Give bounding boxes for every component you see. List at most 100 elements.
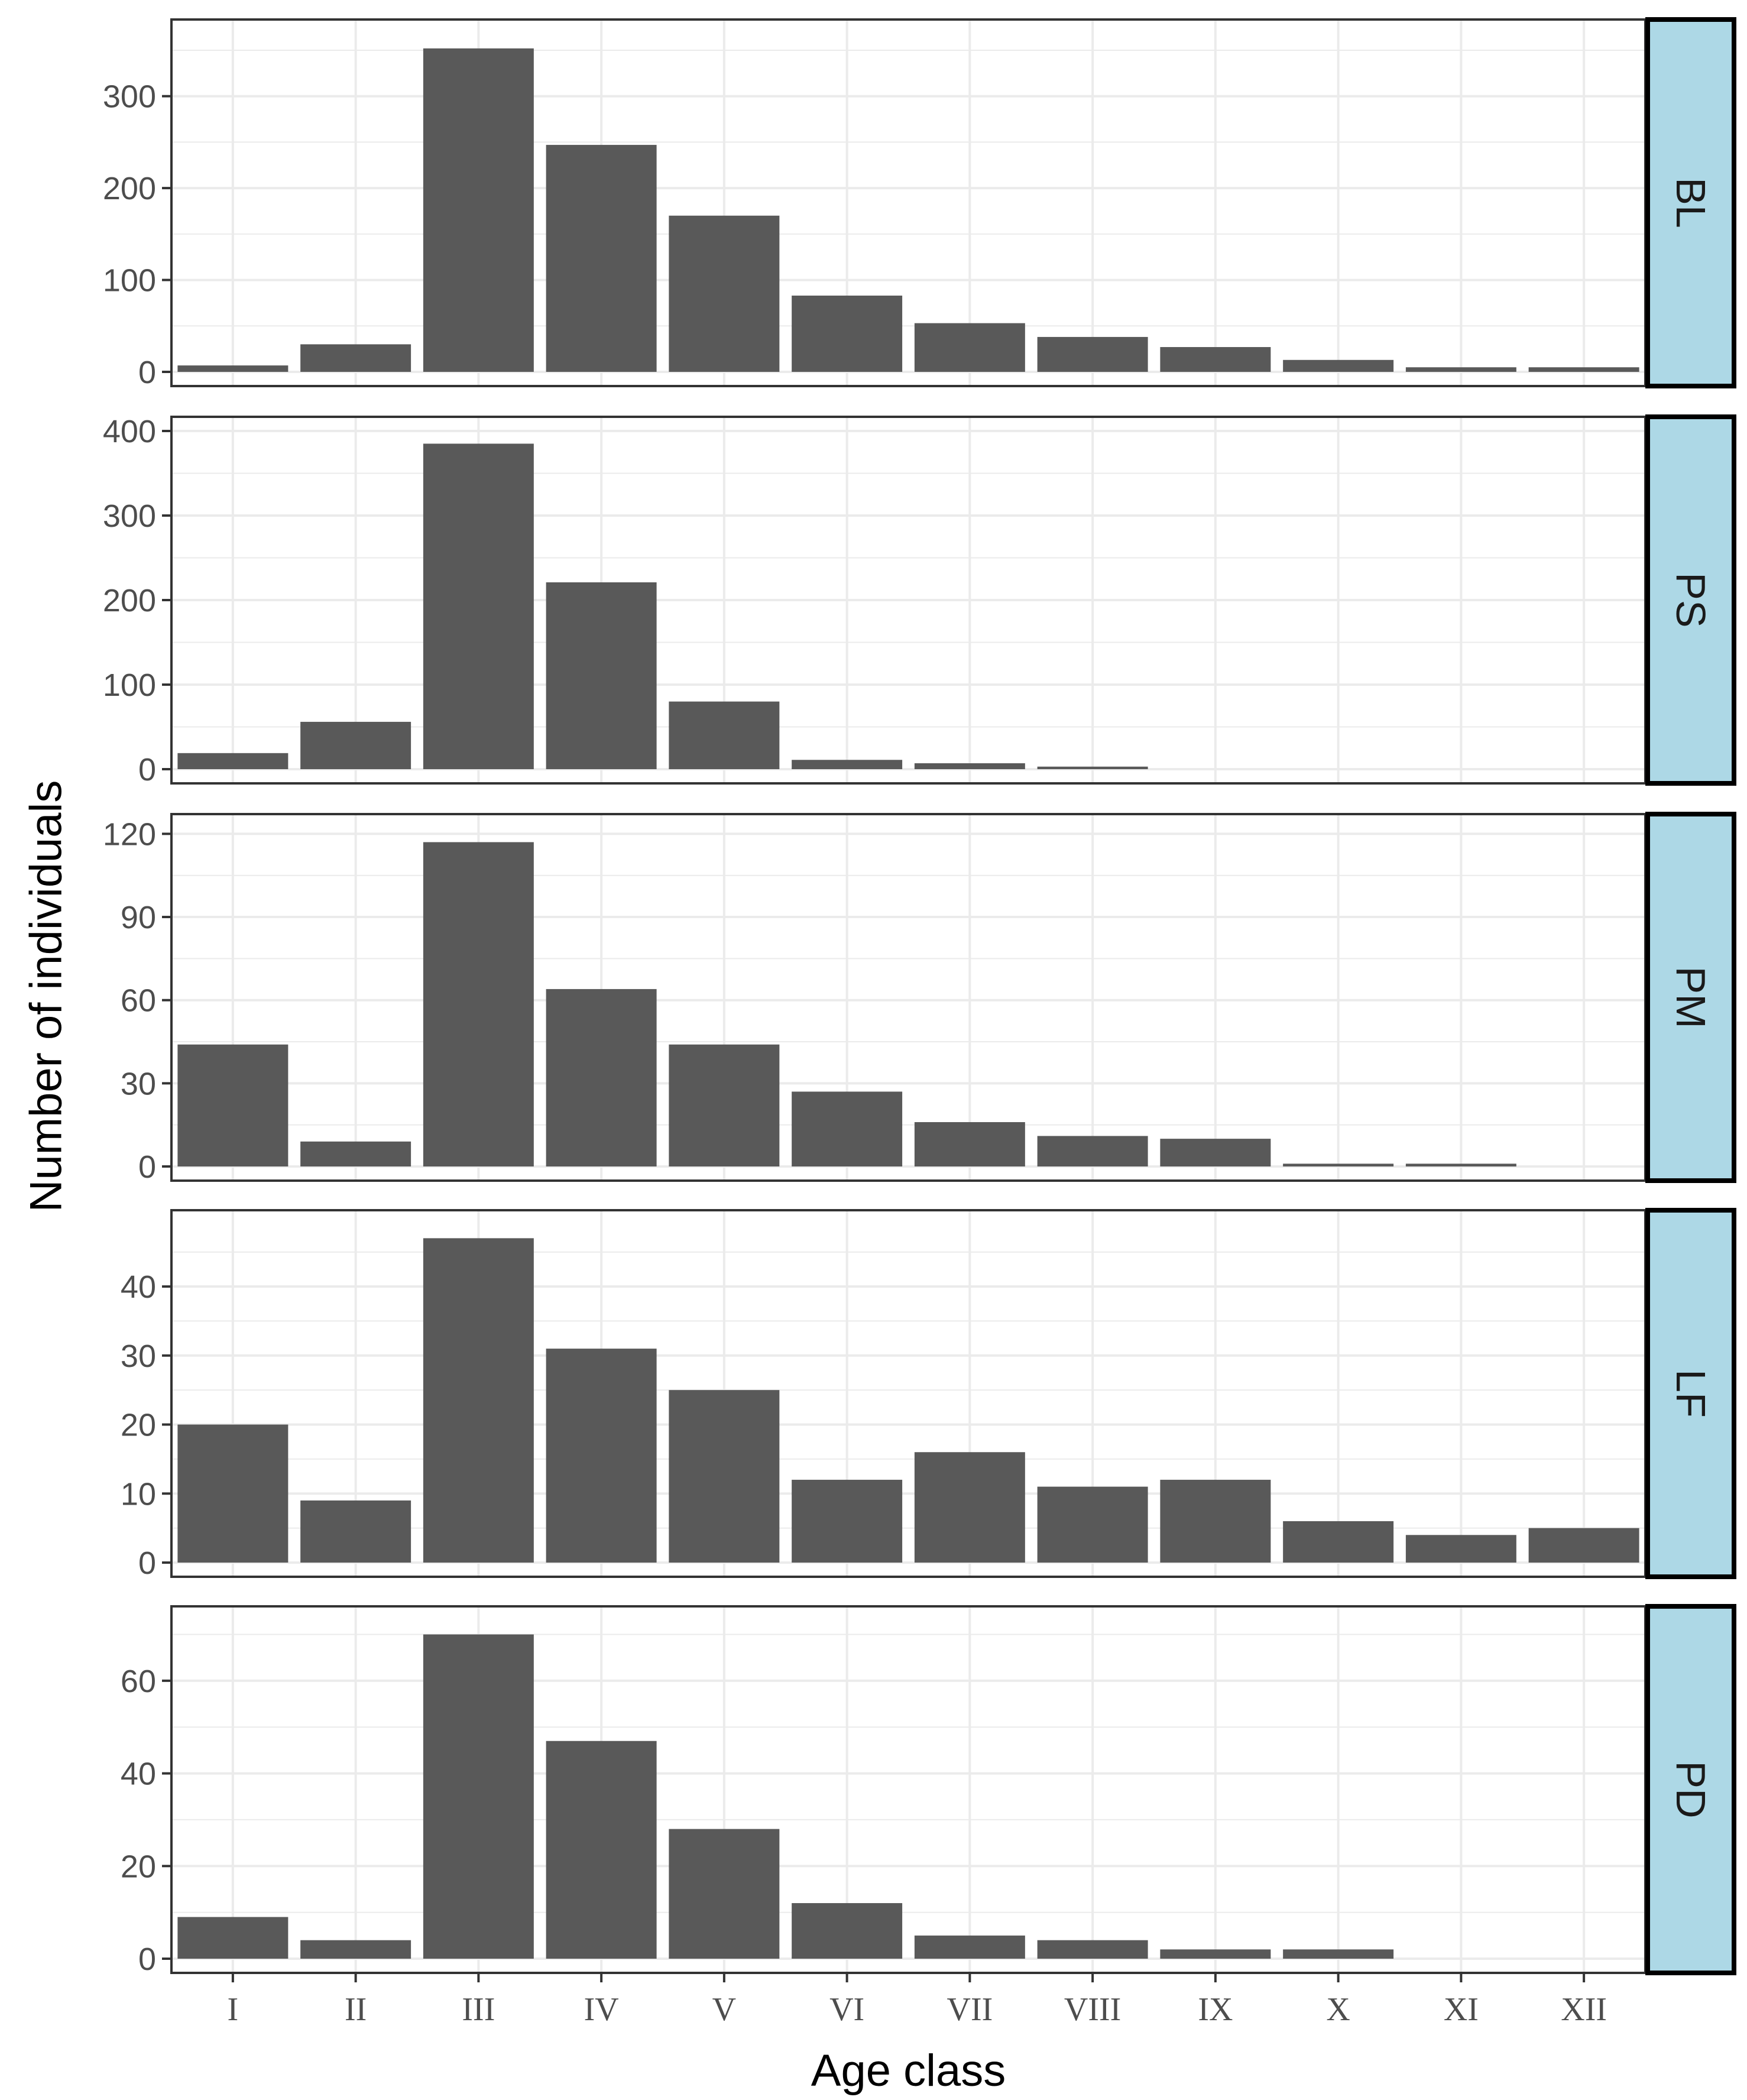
x-tick-label: V xyxy=(712,1991,736,2028)
bar-lf-v xyxy=(669,1390,780,1563)
y-tick-label: 40 xyxy=(121,1269,156,1305)
bar-pm-i xyxy=(177,1044,289,1166)
bar-pm-vi xyxy=(792,1091,903,1166)
facet-strip-label: PD xyxy=(1668,1761,1714,1818)
bar-pm-v xyxy=(669,1044,780,1166)
panel-background xyxy=(171,814,1645,1181)
x-tick-label: III xyxy=(462,1991,495,2028)
panel-ps: 0 100 200 300 400 PS xyxy=(103,414,1736,788)
bar-pm-ix xyxy=(1160,1139,1271,1166)
bar-ps-iii xyxy=(423,443,534,769)
bar-bl-viii xyxy=(1037,336,1148,372)
x-axis-title: Age class xyxy=(811,2046,1006,2096)
facet-strip xyxy=(1645,1604,1736,1975)
bar-lf-xi xyxy=(1405,1535,1516,1563)
panel-background xyxy=(171,20,1645,386)
y-tick-label: 60 xyxy=(121,1664,156,1699)
y-tick-label: 20 xyxy=(121,1408,156,1443)
bar-bl-iv xyxy=(546,145,657,372)
bar-ps-vii xyxy=(914,763,1025,769)
y-tick-label: 0 xyxy=(138,1545,156,1581)
facet-strip-label: PM xyxy=(1668,967,1714,1029)
bar-lf-ii xyxy=(300,1500,411,1563)
x-tick-label: I xyxy=(228,1991,239,2028)
panel-bl: 0 100 200 300 BL xyxy=(103,17,1736,390)
y-tick-label: 90 xyxy=(121,900,156,935)
y-tick-label: 200 xyxy=(103,171,156,206)
bar-bl-vi xyxy=(792,295,903,372)
bar-lf-i xyxy=(177,1424,289,1563)
bar-lf-x xyxy=(1283,1521,1394,1563)
x-tick-label: VII xyxy=(947,1991,993,2028)
y-tick-label: 0 xyxy=(138,752,156,788)
facet-strip-label: PS xyxy=(1668,572,1714,627)
bar-bl-iii xyxy=(423,48,534,372)
facet-strip xyxy=(1645,414,1736,786)
bar-pd-v xyxy=(669,1829,780,1959)
bar-bl-vii xyxy=(914,323,1025,372)
y-tick-label: 200 xyxy=(103,583,156,618)
x-tick-label: XII xyxy=(1561,1991,1607,2028)
x-tick-label: XI xyxy=(1444,1991,1479,2028)
bar-pd-x xyxy=(1283,1949,1394,1959)
bar-lf-iv xyxy=(546,1349,657,1563)
x-tick-label: VIII xyxy=(1064,1991,1121,2028)
y-tick-label: 400 xyxy=(103,414,156,449)
y-tick-label: 120 xyxy=(103,816,156,852)
x-axis: I II III IV V VI VII VIII IX X XI XII xyxy=(228,1973,1607,2028)
facet-strip-label: BL xyxy=(1668,177,1714,228)
panel-lf: 0 10 20 30 40 LF xyxy=(121,1208,1736,1581)
bar-lf-viii xyxy=(1037,1486,1148,1563)
y-tick-label: 40 xyxy=(121,1757,156,1792)
y-tick-label: 100 xyxy=(103,263,156,299)
bar-ps-i xyxy=(177,753,289,769)
bar-pm-ii xyxy=(300,1141,411,1166)
panel-background xyxy=(171,1210,1645,1577)
bar-pm-x xyxy=(1283,1164,1394,1166)
x-tick-label: II xyxy=(345,1991,367,2028)
bar-pd-ix xyxy=(1160,1949,1271,1959)
bar-lf-iii xyxy=(423,1238,534,1563)
facet-strip xyxy=(1645,17,1736,388)
y-tick-label: 300 xyxy=(103,79,156,115)
bar-pd-iv xyxy=(546,1741,657,1959)
bar-lf-xii xyxy=(1528,1528,1639,1563)
bar-bl-v xyxy=(669,215,780,372)
bar-pd-i xyxy=(177,1917,289,1959)
y-tick-label: 30 xyxy=(121,1339,156,1374)
y-tick-label: 30 xyxy=(121,1066,156,1101)
bar-lf-vi xyxy=(792,1479,903,1563)
y-tick-label: 0 xyxy=(138,355,156,390)
bar-bl-xi xyxy=(1405,367,1516,372)
y-tick-label: 10 xyxy=(121,1476,156,1512)
y-tick-label: 0 xyxy=(138,1942,156,1977)
bar-ps-ii xyxy=(300,721,411,769)
bar-bl-ii xyxy=(300,344,411,372)
panel-pd: 0 20 40 60 PD xyxy=(121,1604,1736,1977)
bar-pd-iii xyxy=(423,1634,534,1959)
bar-pm-xi xyxy=(1405,1164,1516,1166)
bar-bl-i xyxy=(177,365,289,372)
bar-pd-viii xyxy=(1037,1940,1148,1959)
bar-ps-viii xyxy=(1037,766,1148,769)
bar-pm-iii xyxy=(423,842,534,1166)
panel-background xyxy=(171,1606,1645,1973)
bar-lf-ix xyxy=(1160,1479,1271,1563)
bar-pm-viii xyxy=(1037,1136,1148,1166)
facet-strip xyxy=(1645,812,1736,1183)
bar-ps-vi xyxy=(792,760,903,769)
y-tick-label: 100 xyxy=(103,667,156,703)
y-tick-label: 300 xyxy=(103,498,156,534)
bar-pd-ii xyxy=(300,1940,411,1959)
bar-lf-vii xyxy=(914,1452,1025,1563)
bar-pm-vii xyxy=(914,1122,1025,1166)
panels: 0100200300BL0100200300400PS0306090120PM0… xyxy=(103,17,1736,1977)
x-tick-label: IX xyxy=(1198,1991,1233,2028)
y-axis-title: Number of individuals xyxy=(21,780,72,1213)
bar-bl-xii xyxy=(1528,367,1639,372)
bar-bl-ix xyxy=(1160,347,1271,372)
bar-pd-vi xyxy=(792,1903,903,1959)
bar-ps-iv xyxy=(546,582,657,769)
facet-strip xyxy=(1645,1208,1736,1579)
